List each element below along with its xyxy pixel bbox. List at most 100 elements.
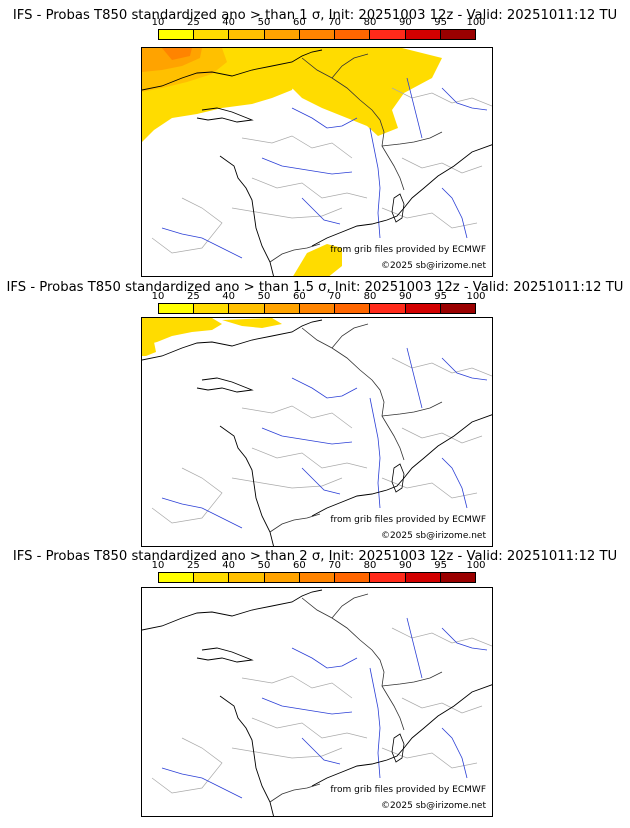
river [406,617,423,679]
probability-area [293,244,342,276]
admin-boundary [241,675,353,699]
river [301,467,341,495]
colorbar-bar [158,572,476,583]
admin-boundary [251,177,368,199]
coastline [142,589,492,816]
river [369,397,381,509]
panel-title: IFS - Probas T850 standardized ano > tha… [12,8,618,23]
colorbar-tick-label: 50 [257,291,271,302]
colorbar-bin [194,573,230,582]
island-outline [391,193,405,223]
river [301,737,341,765]
colorbar-bin [370,304,406,313]
colorbar-bin [159,573,195,582]
colorbar-tick-label: 70 [328,560,342,571]
admin-boundary [251,717,368,739]
colorbar-bin [335,30,371,39]
colorbar-bin [159,304,195,313]
colorbar-tick-label: 100 [466,560,486,571]
map-panel-1-5-sigma: IFS - Probas T850 standardized ano > tha… [0,270,630,547]
colorbar-bin [405,30,441,39]
admin-boundary [231,207,343,219]
colorbar-bin [335,304,371,313]
admin-boundary [381,207,478,229]
copyright-credit: ©2025 sb@irizome.net [380,531,486,541]
copyright-credit: ©2025 sb@irizome.net [380,261,486,271]
colorbar-tick-label: 70 [328,17,342,28]
colorbar-bin [440,304,475,313]
colorbar-tick-label: 50 [257,560,271,571]
river [261,157,353,175]
colorbar-bar [158,29,476,40]
island-outline [391,733,405,763]
map-canvas [142,589,492,816]
map-panel-1-sigma: IFS - Probas T850 standardized ano > tha… [0,0,630,277]
colorbar-tick-label: 70 [328,291,342,302]
colorbar-bin [405,304,441,313]
river [369,667,381,779]
colorbar-tick-label: 90 [398,291,412,302]
river [161,227,243,259]
colorbar-bin [194,30,230,39]
map-panel-2-sigma: IFS - Probas T850 standardized ano > tha… [0,540,630,817]
colorbar: 10 25 40 50 60 70 80 90 95 100 [152,17,486,44]
colorbar-tick-label: 80 [363,291,377,302]
river [161,497,243,529]
admin-boundary [391,357,492,377]
probability-area [142,318,222,346]
colorbar-bin [370,573,406,582]
colorbar-tick-label: 10 [151,560,165,571]
map-canvas [142,48,492,276]
colorbar-tick-label: 40 [222,17,236,28]
colorbar-bin [299,304,336,313]
colorbar-bin [370,30,406,39]
admin-boundary [231,747,343,759]
admin-boundary [401,697,483,714]
panel-title: IFS - Probas T850 standardized ano > tha… [6,280,624,295]
colorbar-bin [335,573,371,582]
probability-map: from grib files provided by ECMWF ©2025 … [141,587,493,817]
river [369,127,381,239]
colorbar-bin [299,573,336,582]
admin-boundary [391,87,492,107]
river [291,107,358,129]
colorbar-tick-label: 25 [186,17,200,28]
colorbar-bin [159,30,195,39]
admin-boundary [381,747,478,769]
admin-boundary [391,627,492,647]
colorbar-tick-label: 25 [186,291,200,302]
river [291,647,358,669]
colorbar-tick-label: 90 [398,17,412,28]
probability-area [162,48,192,60]
colorbar-bin [264,30,300,39]
river [161,767,243,799]
admin-boundary [381,477,478,499]
national-border [269,323,443,533]
river [441,187,468,239]
colorbar-bin [194,304,230,313]
colorbar-tick-label: 95 [434,291,448,302]
river [441,357,488,381]
colorbar-bin [440,573,475,582]
source-credit: from grib files provided by ECMWF [330,785,486,795]
admin-boundary [401,427,483,444]
colorbar-labels: 10 25 40 50 60 70 80 90 95 100 [152,291,486,303]
colorbar-tick-label: 95 [434,560,448,571]
river [441,457,468,509]
coastline [142,319,492,546]
probability-area [252,48,442,136]
river [406,77,423,139]
river [441,627,488,651]
coastline [142,49,492,276]
colorbar-tick-label: 60 [292,291,306,302]
colorbar-bar [158,303,476,314]
admin-boundary [251,447,368,469]
colorbar-bin [299,30,336,39]
river [301,197,341,225]
colorbar-tick-label: 95 [434,17,448,28]
probability-map: from grib files provided by ECMWF ©2025 … [141,47,493,277]
map-canvas [142,318,492,546]
colorbar-tick-label: 100 [466,17,486,28]
admin-boundary [401,157,483,174]
probability-area [142,342,156,356]
